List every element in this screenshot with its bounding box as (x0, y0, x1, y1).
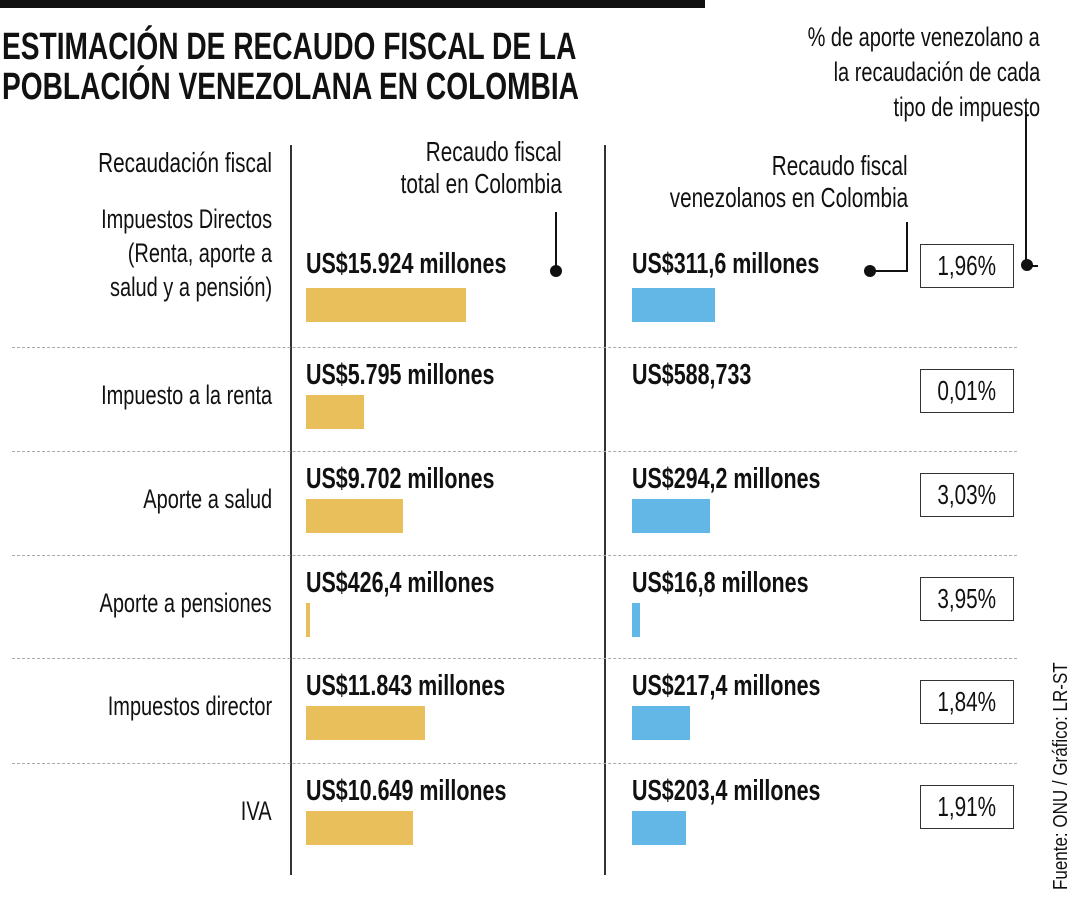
total-bar (306, 811, 413, 845)
venez-bar (632, 499, 711, 533)
category-header: Recaudación fiscal (98, 147, 272, 178)
total-bar (306, 288, 466, 322)
column-divider-2 (604, 145, 606, 875)
leader-dot-total (550, 265, 562, 277)
venez-value-label: US$217,4 millones (632, 670, 821, 702)
category-label: Aporte a salud (143, 484, 272, 514)
pct-note: % de aporte venezolano a la recaudación … (807, 22, 1040, 122)
venez-bar (632, 603, 640, 637)
category-label: Impuesto a la renta (100, 380, 272, 410)
top-rule (0, 0, 705, 8)
chart-title-line-1: ESTIMACIÓN DE RECAUDO FISCAL DE LA (2, 26, 577, 68)
total-value-label: US$10.649 millones (306, 775, 507, 807)
row-divider (12, 658, 1017, 659)
category-label: IVA (241, 796, 272, 826)
pct-box: 0,01% (920, 369, 1014, 413)
venez-value-label: US$203,4 millones (632, 775, 821, 807)
venez-value-label: US$588,733 (632, 359, 752, 391)
leader-line-total (555, 212, 557, 270)
category-label: Impuestos Directos (Renta, aporte a salud … (100, 204, 272, 302)
category-label: Impuestos director (107, 691, 272, 721)
venez-value-label: US$294,2 millones (632, 463, 821, 495)
total-value-label: US$9.702 millones (306, 463, 495, 495)
total-bar (306, 499, 404, 533)
leader-line-venez-h (870, 270, 907, 272)
category-label: Aporte a pensiones (99, 588, 272, 618)
row-divider (12, 451, 1017, 452)
total-value-label: US$11.843 millones (306, 670, 506, 702)
pct-box: 3,95% (920, 577, 1014, 621)
pct-box: 1,91% (920, 785, 1014, 829)
row-divider (12, 763, 1017, 764)
row-divider (12, 347, 1017, 348)
pct-box: 1,96% (920, 244, 1014, 288)
source-note: Fuente: ONU / Gráfico: LR-ST (1050, 662, 1072, 890)
total-bar (306, 706, 425, 740)
pct-box: 3,03% (920, 473, 1014, 517)
venez-value-label: US$16,8 millones (632, 567, 809, 599)
total-bar (306, 395, 365, 429)
total-value-label: US$15.924 millones (306, 248, 507, 280)
venez-bar (632, 811, 687, 845)
total-value-label: US$5.795 millones (306, 359, 495, 391)
leader-line-pct (1025, 112, 1027, 266)
row-divider (12, 555, 1017, 556)
leader-dot-pct (1021, 259, 1033, 271)
chart-title-line-2: POBLACIÓN VENEZOLANA EN COLOMBIA (2, 66, 579, 108)
series-venez-header: Recaudo fiscal venezolanos en Colombia (669, 150, 908, 213)
series-total-header: Recaudo fiscal total en Colombia (400, 136, 562, 199)
pct-box: 1,84% (920, 680, 1014, 724)
venez-bar (632, 706, 690, 740)
total-value-label: US$426,4 millones (306, 567, 495, 599)
leader-line-venez (906, 222, 908, 272)
column-divider-1 (290, 145, 292, 875)
total-bar (306, 603, 311, 637)
leader-dot-venez (864, 265, 876, 277)
venez-value-label: US$311,6 millones (632, 248, 820, 280)
venez-bar (632, 288, 715, 322)
